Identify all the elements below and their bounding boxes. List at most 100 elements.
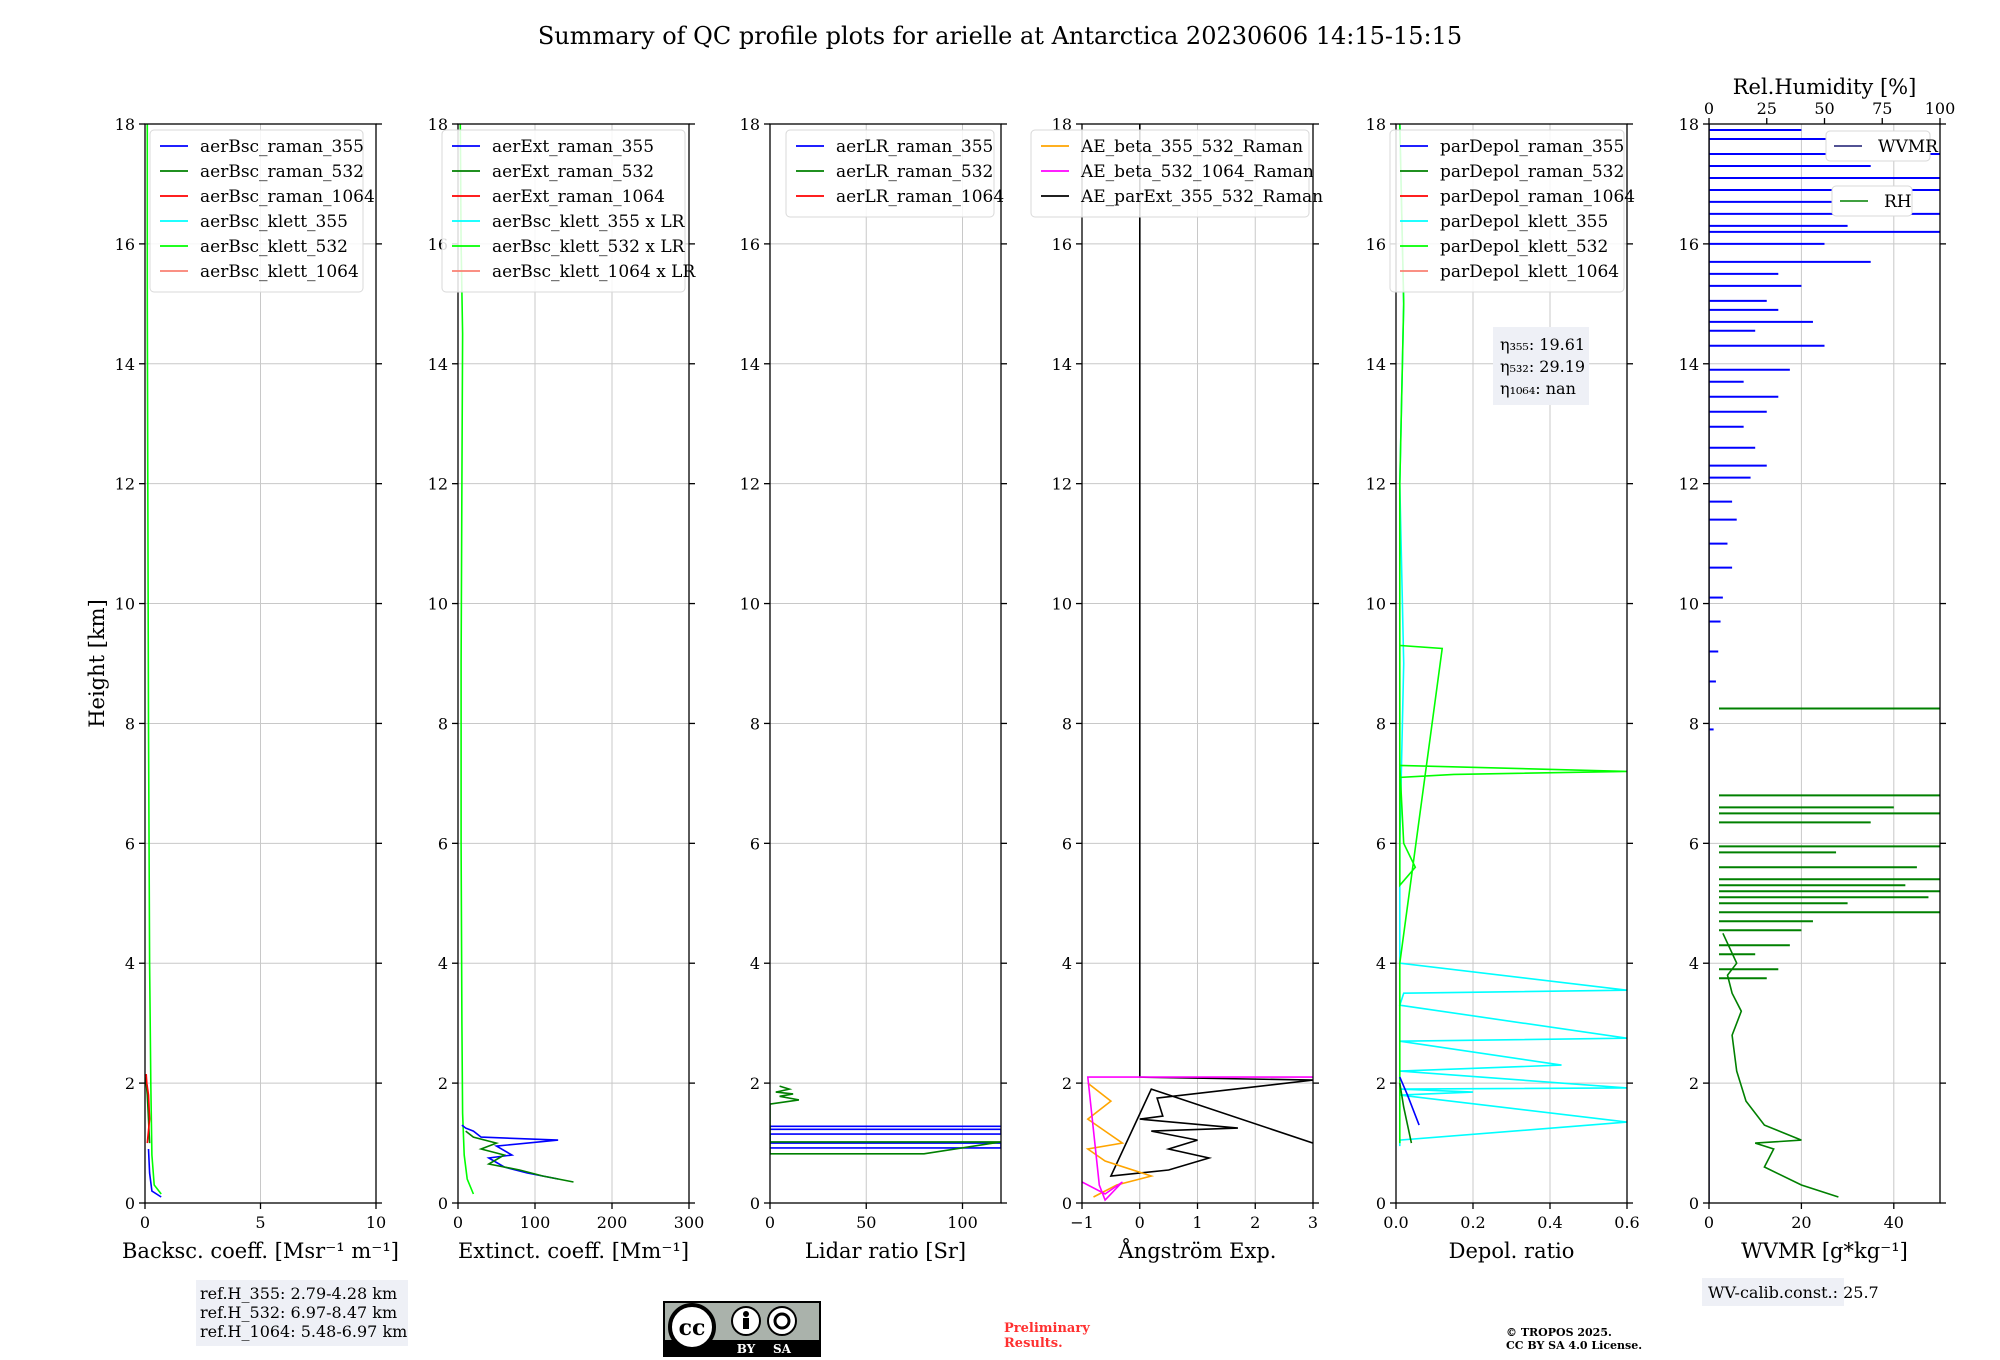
legend-entry: aerBsc_klett_355 x LR [492,212,686,232]
series-aerLR_raman_355 [770,1125,1001,1149]
legend-entry: aerExt_raman_1064 [492,187,665,207]
x-tick-label: 3 [1308,1213,1318,1232]
series-parDepol_klett_532 [1398,124,1627,1144]
cc-license-badge: cc BY SA [663,1301,821,1357]
share-alike-icon-arrow [773,1312,791,1330]
series-aerBsc_klett_532 [146,124,162,1195]
y-tick-label: 16 [115,235,135,254]
ref-heights-box [196,1280,408,1346]
wv-calib-annotation: WV-calib.const.: 25.7 [1702,1278,1879,1306]
y-tick-label: 8 [1376,714,1386,733]
y-tick-label: 16 [1679,235,1699,254]
x-tick-label: 0.6 [1614,1213,1639,1232]
legend-entry: aerExt_raman_532 [492,162,654,182]
y-tick-label: 10 [115,595,135,614]
legend: parDepol_raman_355 parDepol_raman_532 parD… [1389,129,1635,293]
y-tick-label: 18 [1366,115,1386,134]
x-axis-label: Ångström Exp. [1118,1238,1277,1263]
y-tick-label: 10 [428,595,448,614]
copyright-note: © TROPOS 2025. CC BY SA 4.0 License. [1506,1326,1642,1352]
cc-logo-icon [668,1303,716,1351]
legend: aerLR_raman_355 aerLR_raman_532 aerLR_rama… [785,129,1004,218]
y-tick-label: 2 [125,1074,135,1093]
y-tick-label: 4 [750,954,760,973]
series-aerExt_raman_532 [465,1130,574,1183]
eta-box [1493,327,1589,405]
series-AE_beta_355_532_Raman [1085,1082,1155,1198]
y-tick-label: 10 [1679,595,1699,614]
legend-entry: aerBsc_klett_532 [200,237,348,257]
x-tick-label: 100 [947,1213,978,1232]
panel-1: 0 2 4 6 8 10 12 14 16 18 0 5 10 Backsc. coeff. [Msr⁻¹… [85,115,399,1263]
secondary-x-tick-label: 0 [1704,99,1714,118]
y-tick-label: 14 [740,355,760,374]
y-tick-label: 0 [1376,1194,1386,1213]
series-aerExt_raman_355 [461,1124,559,1180]
x-tick-label: 0.0 [1383,1213,1408,1232]
legend-entry: aerLR_raman_355 [836,137,993,157]
legend: aerBsc_raman_355 aerBsc_raman_532 aerBsc_r… [149,129,375,293]
y-tick-label: 2 [438,1074,448,1093]
y-tick-label: 16 [1052,235,1072,254]
y-tick-label: 12 [428,475,448,494]
badge-by-label: BY [737,1342,756,1356]
series-parDepol_klett_355 [1398,124,1627,1147]
series-aerBsc_raman_1064 [145,1074,151,1144]
secondary-x-axis-label: Rel.Humidity [%] [1733,75,1917,99]
x-tick-label: 0 [1704,1213,1714,1232]
wv-calib-text: WV-calib.const.: 25.7 [1708,1283,1879,1302]
x-axis-label: Backsc. coeff. [Msr⁻¹ m⁻¹] [122,1239,399,1263]
x-axis-label: Extinct. coeff. [Mm⁻¹] [458,1239,689,1263]
series-group [459,124,574,1195]
legend-box [785,129,995,218]
legend-entry: parDepol_raman_355 [1440,137,1624,157]
series-aerBsc_klett_532 x LR [459,124,475,1195]
y-tick-label: 12 [740,475,760,494]
series-aerBsc_raman_355 [147,1148,162,1198]
legend-box-wvmr [1825,130,1931,162]
y-tick-label: 6 [1376,834,1386,853]
eta-1064: η₁₀₆₄: nan [1500,379,1576,398]
y-tick-label: 2 [1689,1074,1699,1093]
y-tick-label: 18 [428,115,448,134]
series-parDepol_raman_355 [1399,1076,1420,1126]
x-tick-label: 1 [1192,1213,1202,1232]
legend-entry: aerBsc_klett_1064 x LR [492,262,696,282]
x-tick-label: 0 [140,1213,150,1232]
x-tick-label: 0 [1135,1213,1145,1232]
y-tick-label: 4 [1689,954,1699,973]
preliminary-note: Preliminary Results. [1004,1321,1090,1351]
y-tick-label: 18 [1679,115,1699,134]
legend-entry: AE_parExt_355_532_Raman [1080,187,1323,207]
y-tick-label: 8 [1062,714,1072,733]
legend: WVMR RH [1825,130,1939,217]
attribution-icon-body [743,1318,749,1329]
legend-entry: aerBsc_raman_355 [200,137,364,157]
attribution-icon-head [743,1311,749,1317]
y-tick-label: 6 [750,834,760,853]
y-tick-label: 10 [740,595,760,614]
panel-6: 0 2 4 6 8 10 12 14 16 18 0 20 40 WVMR [g*kg⁻¹] 0 25 50 75… [1679,75,1956,1263]
y-tick-label: 14 [115,355,135,374]
y-tick-label: 12 [1366,475,1386,494]
y-tick-label: 16 [740,235,760,254]
preliminary-line-1: Preliminary [1004,1321,1090,1336]
eta-532: η₅₃₂: 29.19 [1500,357,1585,376]
series-AE_parExt_355_532_Raman [1109,124,1313,1177]
series-aerLR_raman_532 [770,1085,1001,1155]
y-tick-label: 4 [1062,954,1072,973]
y-tick-label: 18 [1052,115,1072,134]
share-alike-icon [767,1306,797,1336]
ref-height-355: ref.H_355: 2.79-4.28 km [200,1284,397,1303]
panel-5: 0 2 4 6 8 10 12 14 16 18 0.0 0.2 0.4 0.6 Depol. ratio p… [1366,115,1640,1263]
x-tick-label: −1 [1070,1213,1094,1232]
y-tick-label: 14 [1366,355,1386,374]
legend: AE_beta_355_532_Raman AE_beta_532_1064_Ra… [1030,129,1323,218]
legend-box [149,129,364,293]
y-tick-label: 6 [1689,834,1699,853]
series-group [145,124,162,1198]
y-tick-label: 0 [1062,1194,1072,1213]
legend-box-rh [1831,185,1913,217]
figure-title: Summary of QC profile plots for arielle … [538,22,1462,50]
